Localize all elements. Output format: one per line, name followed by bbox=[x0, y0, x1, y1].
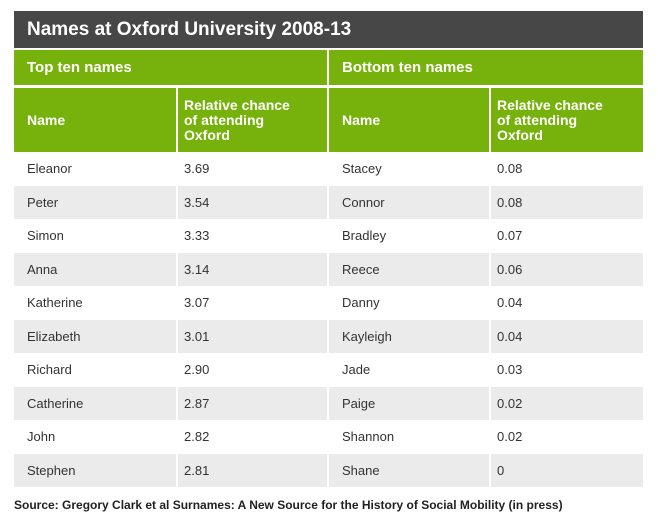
name-cell: Connor bbox=[329, 185, 489, 219]
value-cell: 2.81 bbox=[178, 453, 327, 487]
name-cell: Peter bbox=[14, 185, 176, 219]
column-header-chance-left: Relative chance of attending Oxford bbox=[178, 88, 327, 152]
value-cell: 0.02 bbox=[491, 386, 643, 420]
value-cell: 0.04 bbox=[491, 319, 643, 353]
name-cell: Danny bbox=[329, 286, 489, 320]
name-cell: John bbox=[14, 420, 176, 454]
table-row: Simon 3.33 Bradley 0.07 bbox=[14, 219, 643, 253]
value-cell: 3.54 bbox=[178, 185, 327, 219]
value-cell: 0.06 bbox=[491, 252, 643, 286]
name-cell: Richard bbox=[14, 353, 176, 387]
value-cell: 0.04 bbox=[491, 286, 643, 320]
value-cell: 3.07 bbox=[178, 286, 327, 320]
value-cell: 0.08 bbox=[491, 185, 643, 219]
name-cell: Jade bbox=[329, 353, 489, 387]
table-row: John 2.82 Shannon 0.02 bbox=[14, 420, 643, 454]
table-body: Eleanor 3.69 Stacey 0.08 Peter 3.54 Conn… bbox=[14, 152, 643, 487]
value-cell: 3.69 bbox=[178, 152, 327, 186]
names-table: Names at Oxford University 2008-13 Top t… bbox=[14, 11, 643, 487]
value-cell: 0.02 bbox=[491, 420, 643, 454]
table-row: Elizabeth 3.01 Kayleigh 0.04 bbox=[14, 319, 643, 353]
value-cell: 2.82 bbox=[178, 420, 327, 454]
group-header-bottom-ten: Bottom ten names bbox=[329, 50, 643, 85]
value-cell: 0.03 bbox=[491, 353, 643, 387]
name-cell: Eleanor bbox=[14, 152, 176, 186]
value-cell: 3.01 bbox=[178, 319, 327, 353]
column-header-chance-right: Relative chance of attending Oxford bbox=[491, 88, 643, 152]
table-title-bar: Names at Oxford University 2008-13 bbox=[14, 11, 643, 48]
name-cell: Reece bbox=[329, 252, 489, 286]
name-cell: Stephen bbox=[14, 453, 176, 487]
table-row: Eleanor 3.69 Stacey 0.08 bbox=[14, 152, 643, 186]
name-cell: Kayleigh bbox=[329, 319, 489, 353]
name-cell: Catherine bbox=[14, 386, 176, 420]
group-header-row: Top ten names Bottom ten names bbox=[14, 50, 643, 85]
value-cell: 3.33 bbox=[178, 219, 327, 253]
table-row: Stephen 2.81 Shane 0 bbox=[14, 453, 643, 487]
value-cell: 2.90 bbox=[178, 353, 327, 387]
value-cell: 0.08 bbox=[491, 152, 643, 186]
table-title: Names at Oxford University 2008-13 bbox=[27, 18, 352, 40]
table-row: Richard 2.90 Jade 0.03 bbox=[14, 353, 643, 387]
name-cell: Stacey bbox=[329, 152, 489, 186]
table-row: Catherine 2.87 Paige 0.02 bbox=[14, 386, 643, 420]
group-header-top-ten: Top ten names bbox=[14, 50, 327, 85]
table-row: Katherine 3.07 Danny 0.04 bbox=[14, 286, 643, 320]
column-header-name-right: Name bbox=[329, 88, 489, 152]
name-cell: Paige bbox=[329, 386, 489, 420]
column-header-name-left: Name bbox=[14, 88, 176, 152]
table-row: Anna 3.14 Reece 0.06 bbox=[14, 252, 643, 286]
name-cell: Simon bbox=[14, 219, 176, 253]
name-cell: Anna bbox=[14, 252, 176, 286]
value-cell: 2.87 bbox=[178, 386, 327, 420]
table-row: Peter 3.54 Connor 0.08 bbox=[14, 185, 643, 219]
name-cell: Bradley bbox=[329, 219, 489, 253]
name-cell: Shane bbox=[329, 453, 489, 487]
value-cell: 3.14 bbox=[178, 252, 327, 286]
name-cell: Shannon bbox=[329, 420, 489, 454]
name-cell: Elizabeth bbox=[14, 319, 176, 353]
name-cell: Katherine bbox=[14, 286, 176, 320]
source-note: Source: Gregory Clark et al Surnames: A … bbox=[14, 498, 563, 512]
column-header-row: Name Relative chance of attending Oxford… bbox=[14, 88, 643, 152]
value-cell: 0 bbox=[491, 453, 643, 487]
value-cell: 0.07 bbox=[491, 219, 643, 253]
